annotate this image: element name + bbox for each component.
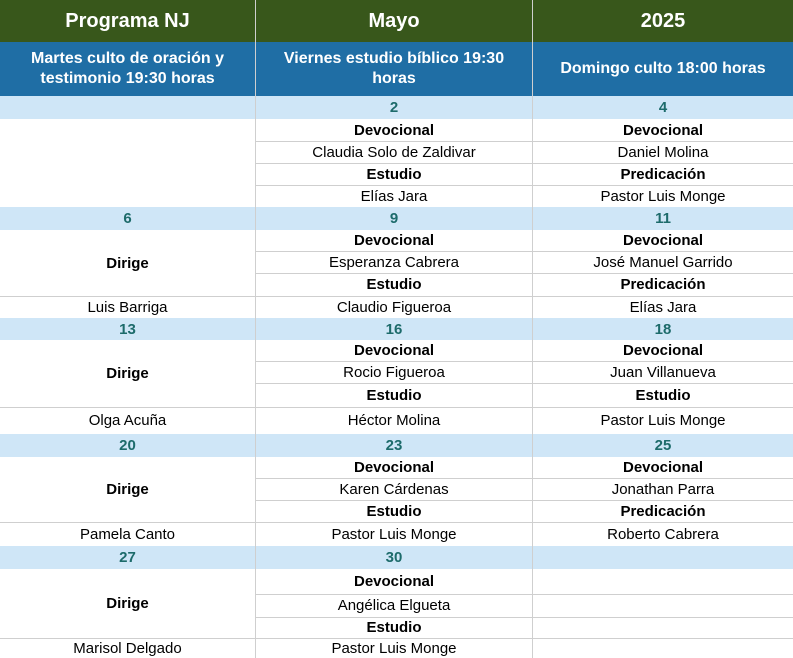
friday-role-estudio: Estudio [366, 386, 422, 404]
sunday-role-devocional: Devocional [622, 459, 704, 476]
friday-estudio-name: Héctor Molina [347, 412, 441, 429]
subheader-friday: Viernes estudio bíblico 19:30 horas [256, 42, 532, 96]
friday-devocional-name: Claudia Solo de Zaldivar [312, 143, 476, 161]
tuesday-dirige-label: Dirige [106, 254, 149, 272]
friday-devocional-name: Esperanza Cabrera [328, 253, 460, 271]
sunday-role-second: Predicación [620, 276, 706, 293]
sunday-second-name [533, 638, 793, 658]
row-divider [0, 522, 793, 523]
sunday-date: 25 [533, 434, 793, 457]
friday-estudio-name: Elías Jara [360, 187, 428, 205]
row-divider [0, 296, 793, 297]
row-divider [256, 141, 793, 142]
row-divider [256, 361, 793, 362]
friday-role-estudio: Estudio [366, 502, 422, 520]
row-divider [0, 638, 793, 639]
sunday-role-devocional [533, 569, 793, 594]
friday-role-devocional: Devocional [353, 121, 435, 139]
friday-estudio-name: Claudio Figueroa [336, 298, 452, 316]
sunday-role-devocional: Devocional [622, 342, 704, 359]
tuesday-date: 6 [0, 207, 255, 230]
tuesday-dirige-label: Dirige [106, 365, 149, 382]
row-divider [256, 594, 793, 595]
tuesday-dirige-label: Dirige [106, 595, 149, 612]
row-divider [256, 500, 793, 501]
friday-role-devocional: Devocional [353, 232, 435, 249]
sunday-devocional-name: Daniel Molina [617, 143, 709, 161]
sunday-role-second: Estudio [635, 386, 691, 404]
sunday-second-name: Roberto Cabrera [607, 525, 719, 543]
tuesday-dirige-name: Pamela Canto [79, 525, 176, 543]
row-divider [256, 251, 793, 252]
row-divider [256, 478, 793, 479]
sunday-date [533, 546, 793, 569]
friday-estudio-name: Pastor Luis Monge [331, 639, 457, 657]
friday-role-estudio: Estudio [366, 276, 422, 293]
sunday-date: 11 [533, 207, 793, 230]
friday-role-devocional: Devocional [353, 573, 435, 590]
tuesday-dirige-name: Olga Acuña [88, 412, 167, 429]
header-year: 2025 [533, 0, 793, 42]
sunday-devocional-name: Juan Villanueva [610, 363, 716, 381]
sunday-devocional-name [533, 594, 793, 617]
sunday-second-name: Pastor Luis Monge [600, 187, 726, 205]
friday-role-devocional: Devocional [353, 459, 435, 476]
column-divider [532, 0, 533, 658]
sunday-second-name: Elías Jara [629, 298, 697, 316]
tuesday-date: 20 [0, 434, 255, 457]
subheader-tuesday: Martes culto de oración y testimonio 19:… [0, 42, 255, 96]
row-divider [256, 617, 793, 618]
tuesday-date: 27 [0, 546, 255, 569]
header-program: Programa NJ [0, 0, 255, 42]
tuesday-date [0, 96, 255, 119]
friday-estudio-name: Pastor Luis Monge [331, 525, 457, 543]
friday-date: 23 [256, 434, 532, 457]
sunday-role-devocional: Devocional [622, 232, 704, 249]
friday-date: 9 [256, 207, 532, 230]
friday-role-estudio: Estudio [366, 165, 422, 183]
column-divider [255, 0, 256, 658]
sunday-devocional-name: José Manuel Garrido [593, 253, 733, 271]
row-divider [256, 273, 793, 274]
row-divider [256, 163, 793, 164]
tuesday-date: 13 [0, 318, 255, 340]
sunday-role-second: Predicación [620, 165, 706, 183]
sunday-role-second: Predicación [620, 502, 706, 520]
friday-date: 2 [256, 96, 532, 119]
friday-devocional-name: Karen Cárdenas [339, 480, 449, 498]
friday-date: 16 [256, 318, 532, 340]
friday-date: 30 [256, 546, 532, 569]
tuesday-dirige-label: Dirige [106, 481, 149, 498]
sunday-second-name: Pastor Luis Monge [600, 412, 726, 429]
tuesday-dirige-name: Luis Barriga [87, 298, 168, 316]
friday-role-estudio: Estudio [366, 619, 422, 636]
sunday-date: 18 [533, 318, 793, 340]
sunday-date: 4 [533, 96, 793, 119]
sunday-devocional-name: Jonathan Parra [611, 480, 715, 498]
tuesday-dirige-name: Marisol Delgado [73, 639, 182, 657]
row-divider [256, 383, 793, 384]
row-divider [0, 407, 793, 408]
friday-devocional-name: Rocio Figueroa [343, 363, 445, 381]
friday-devocional-name: Angélica Elgueta [337, 597, 451, 614]
row-divider [256, 185, 793, 186]
header-month: Mayo [256, 0, 532, 42]
sunday-role-devocional: Devocional [622, 121, 704, 139]
sunday-role-second [533, 617, 793, 638]
friday-role-devocional: Devocional [353, 342, 435, 359]
subheader-sunday: Domingo culto 18:00 horas [533, 42, 793, 96]
